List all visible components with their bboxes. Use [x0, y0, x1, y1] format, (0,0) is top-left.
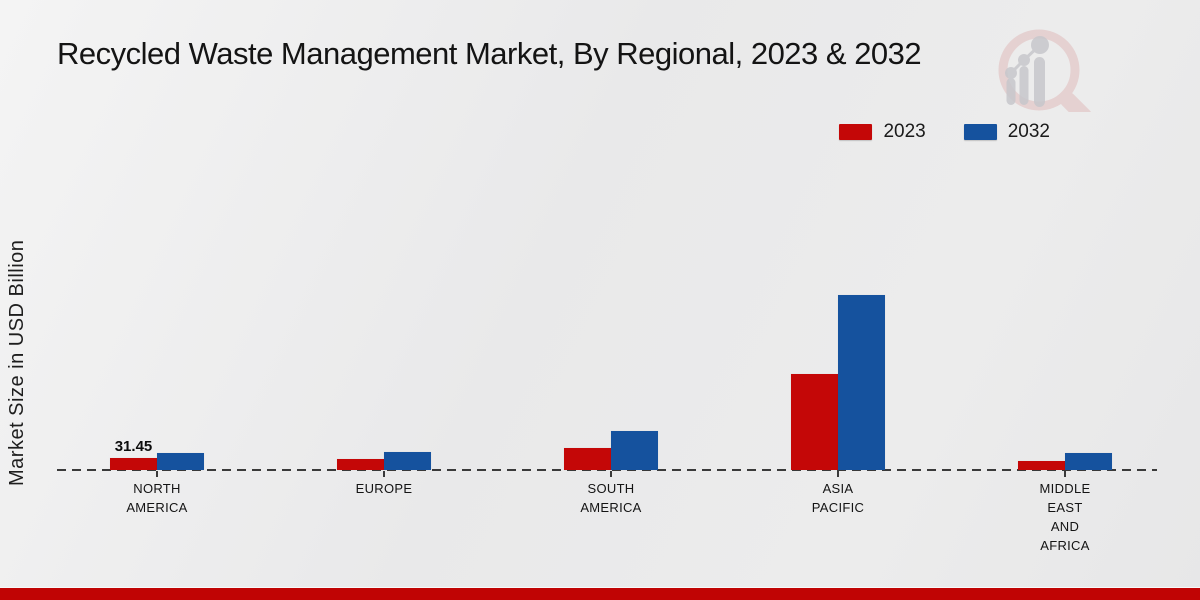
legend-item-2023: 2023 [839, 121, 926, 143]
legend-swatch-icon-2032 [963, 124, 997, 140]
bar-chart-glyph-icon [1005, 36, 1049, 107]
bar-2023-asia-pacific [791, 373, 838, 470]
legend-label: 2032 [1007, 121, 1050, 142]
legend-swatch-icon-2023 [839, 124, 873, 140]
x-axis-label-europe: EUROPE [355, 481, 413, 496]
x-axis-tick [837, 471, 839, 477]
legend: 2023 2032 [839, 121, 1050, 143]
bar-2023-south-america [564, 447, 611, 470]
bar-2023-middle-east-and-africa [1018, 460, 1065, 470]
x-axis-label-north-america: NORTH AMERICA [126, 481, 188, 515]
x-axis-baseline [57, 469, 1157, 471]
bar-value-label: 31.45 [114, 437, 153, 455]
bar-2032-asia-pacific [838, 295, 885, 470]
bar-2023-europe [337, 458, 384, 470]
x-axis-label-asia-pacific: ASIA PACIFIC [811, 481, 865, 515]
legend-label: 2023 [883, 121, 926, 142]
x-axis-tick [610, 471, 612, 477]
bottom-accent-band [0, 587, 1200, 600]
x-axis-tick [156, 471, 158, 477]
bar-2023-north-america [110, 457, 157, 470]
x-axis-label-south-america: SOUTH AMERICA [580, 481, 642, 515]
x-axis-tick [1064, 471, 1066, 477]
brand-logo-watermark [998, 29, 1091, 112]
bar-2032-south-america [611, 430, 658, 470]
bar-2032-europe [384, 451, 431, 470]
chart-title: Recycled Waste Management Market, By Reg… [57, 36, 922, 71]
bar-2032-middle-east-and-africa [1065, 452, 1112, 470]
bar-2032-north-america [157, 452, 204, 470]
x-axis-label-middle-east-and-africa: MIDDLE EAST AND AFRICA [1039, 481, 1091, 553]
x-axis-tick [383, 471, 385, 477]
legend-item-2032: 2032 [963, 121, 1050, 143]
